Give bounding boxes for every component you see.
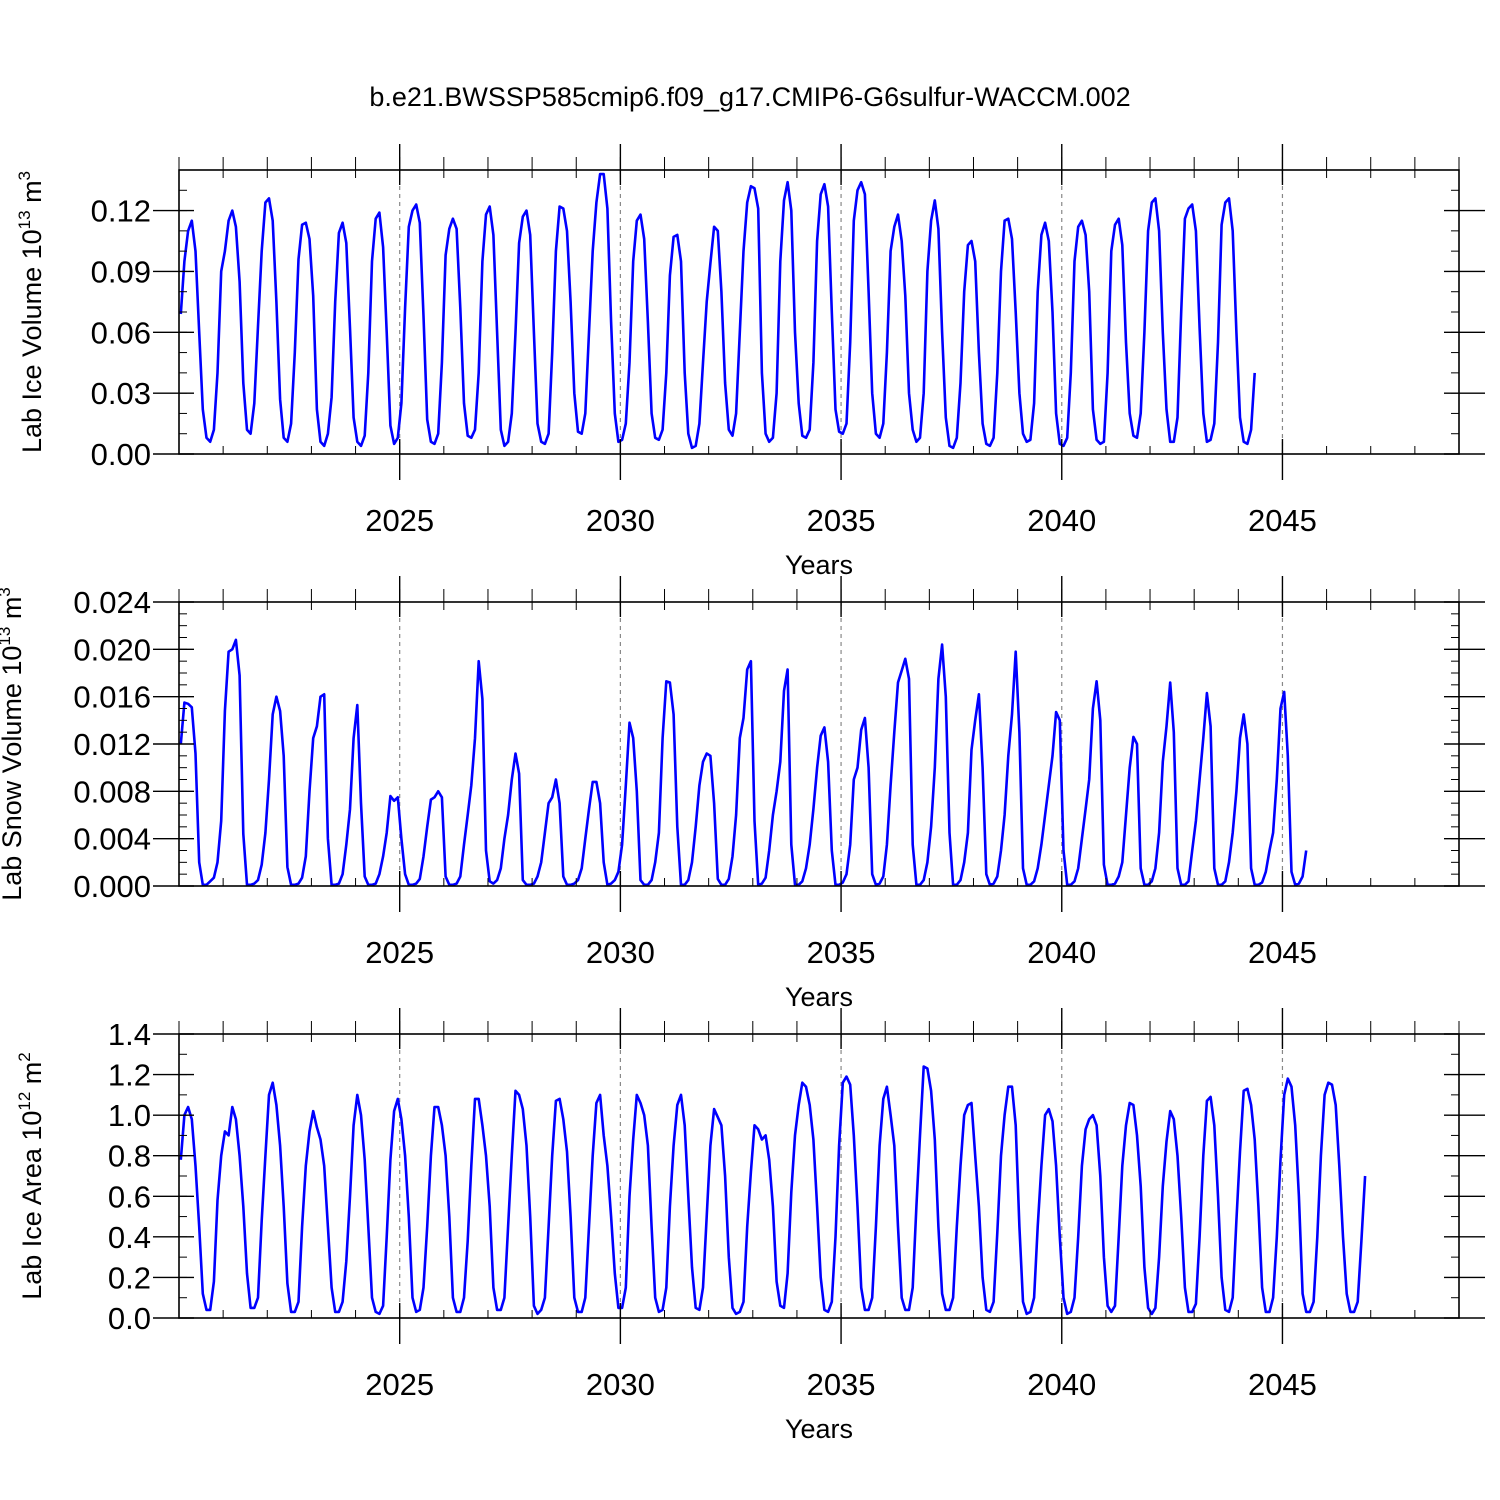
chart-title: b.e21.BWSSP585cmip6.f09_g17.CMIP6-G6sulf… bbox=[369, 82, 1130, 112]
y-tick-label: 0.000 bbox=[73, 869, 151, 904]
panel-ice-volume: 0.00 0.03 0.06 0.09 0.12 2025 2030 2035 2040 2045… bbox=[15, 144, 1485, 580]
y-tick-label: 0.024 bbox=[73, 585, 151, 620]
y-tick-label: 0.12 bbox=[91, 194, 151, 229]
x-tick-label: 2025 bbox=[365, 935, 434, 970]
series-line-ice-volume bbox=[179, 172, 1256, 450]
y-axis-label-superscript: 12 bbox=[15, 1092, 34, 1111]
x-tick-label: 2030 bbox=[586, 1367, 655, 1402]
y-tick-label: 0.004 bbox=[73, 822, 151, 857]
x-axis-label: Years bbox=[785, 1414, 853, 1444]
y-tick-label: 0.03 bbox=[91, 376, 151, 411]
y-tick-label: 0.2 bbox=[108, 1260, 151, 1295]
series-line-snow-volume bbox=[179, 638, 1308, 887]
y-tick-label: 0.6 bbox=[108, 1179, 151, 1214]
y-tick-label: 0.0 bbox=[108, 1301, 151, 1336]
x-tick-label: 2030 bbox=[586, 935, 655, 970]
x-tick-label: 2045 bbox=[1248, 935, 1317, 970]
y-axis-label: Lab Snow Volume 1013 m3 bbox=[0, 587, 27, 901]
x-tick-label: 2035 bbox=[807, 1367, 876, 1402]
y-tick-label: 1.4 bbox=[108, 1017, 151, 1052]
y-axis-label-part: m bbox=[17, 180, 47, 210]
panel-snow-volume: 0.000 0.004 0.008 0.012 0.016 0.020 0.024 2025 2… bbox=[0, 576, 1485, 1012]
y-tick-label: 0.09 bbox=[91, 254, 151, 289]
x-tick-label: 2045 bbox=[1248, 1367, 1317, 1402]
panel-ice-area: 0.0 0.2 0.4 0.6 0.8 1.0 1.2 1.4 2025 2030 2035 2040… bbox=[15, 1008, 1485, 1444]
x-tick-label: 2025 bbox=[365, 1367, 434, 1402]
x-tick-label: 2025 bbox=[365, 503, 434, 538]
y-axis-label-part: Lab Ice Volume 10 bbox=[17, 229, 47, 453]
x-axis-label: Years bbox=[785, 550, 853, 580]
x-tick-label: 2040 bbox=[1027, 1367, 1096, 1402]
x-tick-label: 2040 bbox=[1027, 935, 1096, 970]
y-axis-label-superscript: 3 bbox=[15, 171, 34, 180]
y-tick-label: 1.2 bbox=[108, 1058, 151, 1093]
x-tick-label: 2030 bbox=[586, 503, 655, 538]
x-tick-label: 2035 bbox=[807, 503, 876, 538]
y-axis-label-part: Lab Ice Area 10 bbox=[17, 1111, 47, 1300]
y-axis-label: Lab Ice Volume 1013 m3 bbox=[15, 171, 47, 453]
x-tick-label: 2040 bbox=[1027, 503, 1096, 538]
series-line-ice-area bbox=[179, 1065, 1367, 1316]
y-axis-label-superscript: 13 bbox=[0, 627, 14, 646]
y-tick-label: 0.008 bbox=[73, 774, 151, 809]
x-tick-label: 2035 bbox=[807, 935, 876, 970]
y-axis-label-part: m bbox=[0, 597, 27, 627]
y-tick-label: 0.020 bbox=[73, 632, 151, 667]
y-tick-label: 0.016 bbox=[73, 680, 151, 715]
x-axis-label: Years bbox=[785, 982, 853, 1012]
y-tick-label: 1.0 bbox=[108, 1098, 151, 1133]
y-axis-label-superscript: 3 bbox=[0, 587, 14, 596]
y-axis-label-superscript: 13 bbox=[15, 210, 34, 229]
y-tick-label: 0.012 bbox=[73, 727, 151, 762]
y-axis-label-part: m bbox=[17, 1062, 47, 1092]
y-tick-label: 0.00 bbox=[91, 437, 151, 472]
y-tick-label: 0.4 bbox=[108, 1220, 151, 1255]
y-axis-label-part: Lab Snow Volume 10 bbox=[0, 646, 27, 901]
x-tick-label: 2045 bbox=[1248, 503, 1317, 538]
y-axis-label-superscript: 2 bbox=[15, 1052, 34, 1061]
y-tick-label: 0.8 bbox=[108, 1139, 151, 1174]
y-tick-label: 0.06 bbox=[91, 315, 151, 350]
y-axis-label: Lab Ice Area 1012 m2 bbox=[15, 1052, 47, 1300]
